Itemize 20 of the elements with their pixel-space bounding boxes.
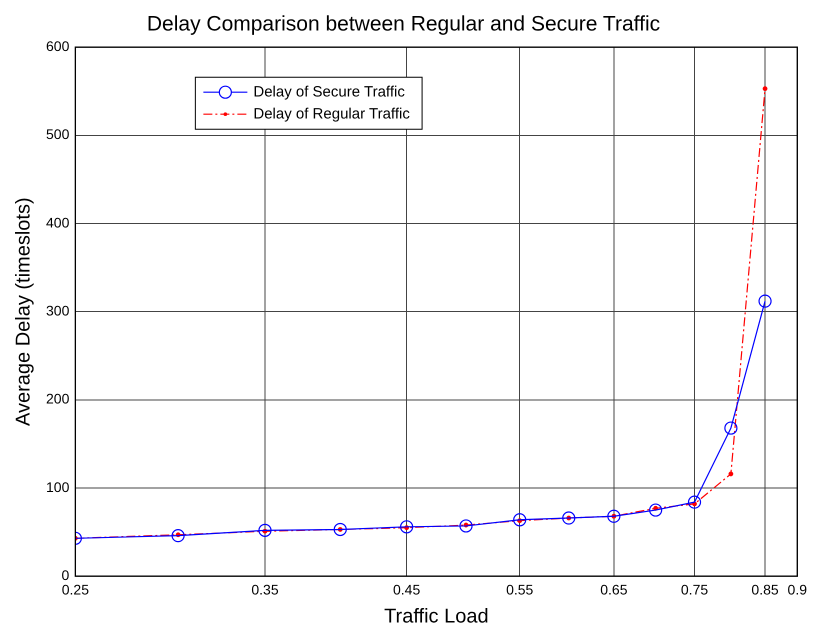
x-tick-label: 0.35 bbox=[251, 581, 279, 598]
x-tick-label: 0.25 bbox=[62, 581, 90, 598]
x-tick-label: 0.85 bbox=[751, 581, 779, 598]
x-axis-title: Traffic Load bbox=[384, 606, 489, 628]
y-tick-label: 0 bbox=[62, 567, 70, 584]
y-tick-label: 400 bbox=[46, 214, 70, 230]
y-tick-label: 100 bbox=[46, 478, 70, 495]
legend-label: Delay of Regular Traffic bbox=[253, 105, 410, 122]
x-tick-label: 0.55 bbox=[506, 581, 534, 598]
chart-title: Delay Comparison between Regular and Secure Traffic bbox=[146, 12, 660, 36]
y-tick-label: 300 bbox=[46, 302, 70, 319]
x-tick-label: 0.9 bbox=[788, 581, 808, 598]
y-tick-label: 500 bbox=[46, 126, 70, 142]
x-tick-label: 0.75 bbox=[680, 581, 708, 598]
x-tick-label: 0.65 bbox=[600, 581, 628, 598]
y-axis-title: Average Delay (timeslots) bbox=[12, 197, 35, 426]
x-tick-label: 0.45 bbox=[393, 581, 420, 598]
y-tick-label: 200 bbox=[46, 390, 70, 407]
y-tick-label: 600 bbox=[46, 38, 70, 54]
legend-label: Delay of Secure Traffic bbox=[253, 83, 406, 100]
